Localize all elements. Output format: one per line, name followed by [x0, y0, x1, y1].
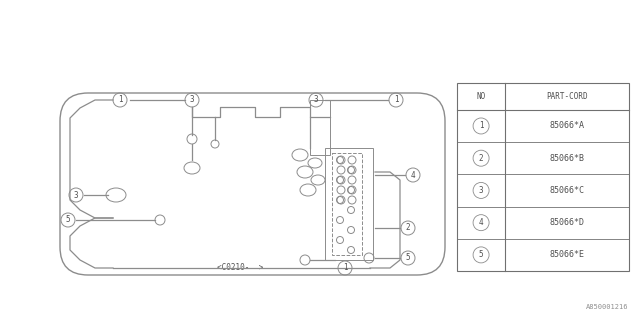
Text: A850001216: A850001216 [586, 304, 628, 310]
Text: 1: 1 [342, 263, 348, 273]
Text: PART-CORD: PART-CORD [547, 92, 588, 101]
Bar [332, 153, 362, 255]
Text: 85066*D: 85066*D [550, 218, 584, 227]
Text: 4: 4 [479, 218, 483, 227]
Text: 2: 2 [406, 223, 410, 233]
Text: 5: 5 [479, 250, 483, 260]
Text: 1: 1 [118, 95, 122, 105]
Text: <C0210-  >: <C0210- > [217, 263, 263, 273]
Bar [325, 148, 373, 260]
Bar [457, 83, 629, 271]
Text: 4: 4 [411, 171, 415, 180]
Text: 85066*C: 85066*C [550, 186, 584, 195]
Text: 85066*B: 85066*B [550, 154, 584, 163]
Text: NO: NO [476, 92, 486, 101]
Text: 1: 1 [394, 95, 398, 105]
Text: 1: 1 [479, 122, 483, 131]
Text: 85066*E: 85066*E [550, 250, 584, 260]
Text: 85066*A: 85066*A [550, 122, 584, 131]
Text: 2: 2 [479, 154, 483, 163]
Text: 3: 3 [189, 95, 195, 105]
Bar [310, 100, 330, 155]
Text: 3: 3 [314, 95, 318, 105]
Text: 5: 5 [66, 215, 70, 225]
Text: 3: 3 [479, 186, 483, 195]
Text: 5: 5 [406, 253, 410, 262]
Text: 3: 3 [74, 190, 78, 199]
